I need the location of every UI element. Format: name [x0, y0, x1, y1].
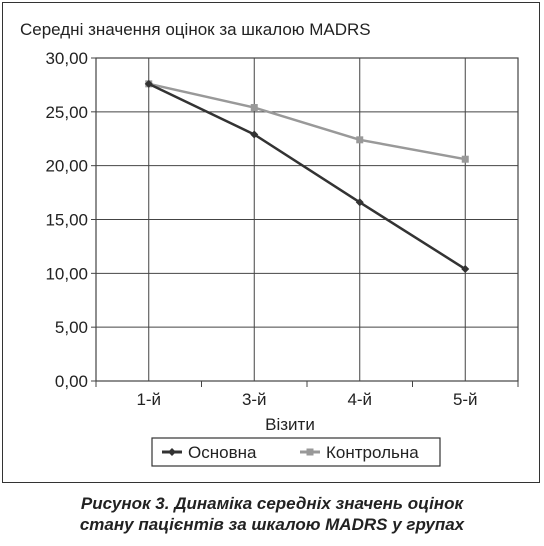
y-tick-label: 5,00: [55, 318, 88, 337]
y-tick-label: 20,00: [45, 157, 88, 176]
x-axis-label: Візити: [265, 415, 315, 434]
data-point-series-1: [461, 265, 470, 274]
series-line-2: [148, 82, 466, 161]
data-point-series-2: [461, 155, 469, 163]
legend: Основна Контрольна: [151, 437, 441, 467]
y-tick-label: 30,00: [45, 49, 88, 68]
data-point-series-2: [250, 104, 258, 112]
y-tick-label: 25,00: [45, 103, 88, 122]
series-line-1: [148, 82, 466, 271]
caption-line-1: Рисунок 3. Динаміка середніх значень оці…: [80, 494, 464, 513]
chart-title: Середні значення оцінок за шкалою MADRS: [20, 20, 371, 39]
y-tick-label: 0,00: [55, 372, 88, 391]
x-tick-label: 3-й: [242, 390, 267, 409]
line-chart: 0,00 5,00 10,00 15,00 20,00 25,00 30,00 1-й 3-й…: [45, 49, 519, 467]
legend-marker-series-2: [306, 448, 314, 456]
figure-caption: Рисунок 3. Динаміка середніх значень оці…: [0, 493, 544, 535]
x-tick-label: 5-й: [453, 390, 478, 409]
data-point-series-1: [144, 79, 153, 88]
y-tick-label: 15,00: [45, 211, 88, 230]
data-point-series-1: [355, 198, 364, 207]
legend-marker-series-1: [168, 448, 176, 456]
x-tick-label: 4-й: [347, 390, 372, 409]
data-point-series-2: [356, 136, 364, 144]
legend-label-series-1: Основна: [188, 443, 257, 462]
data-point-series-1: [250, 130, 259, 139]
y-tick-label: 10,00: [45, 264, 88, 283]
legend-label-series-2: Контрольна: [326, 443, 419, 462]
caption-line-2: стану пацієнтів за шкалою MADRS у групах: [79, 515, 465, 534]
chart-frame: [2, 2, 540, 483]
x-tick-label: 1-й: [136, 390, 161, 409]
